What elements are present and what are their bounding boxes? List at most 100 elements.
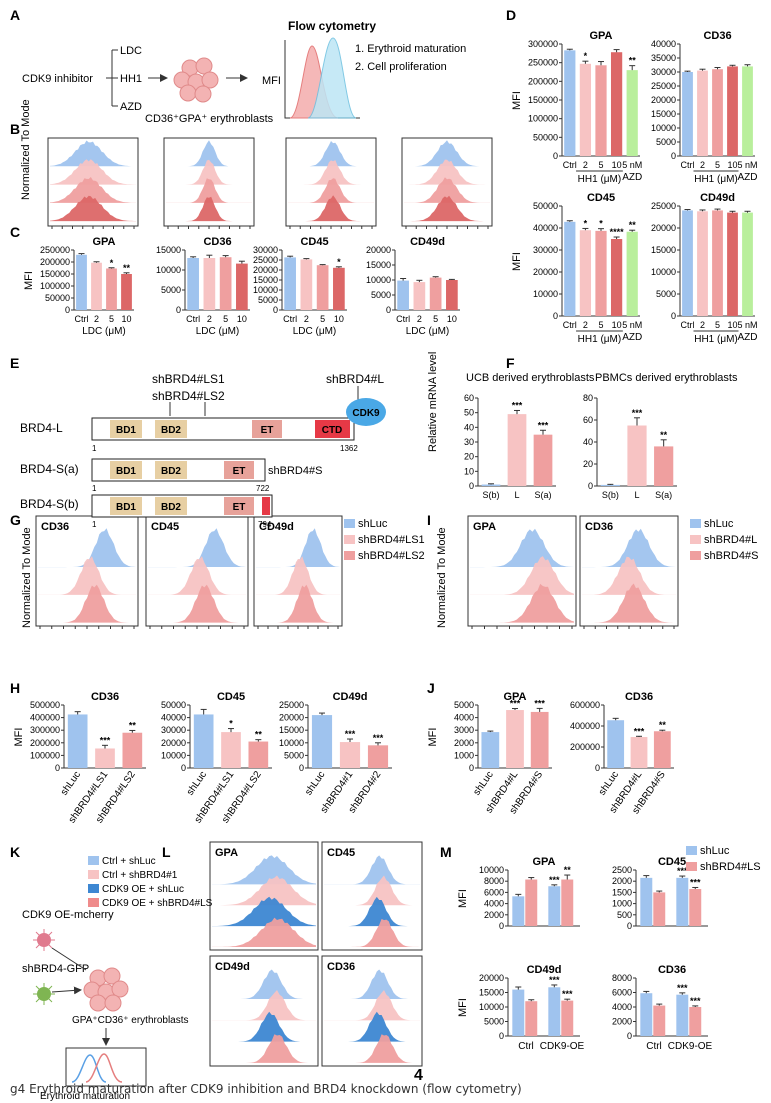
panel-e-label: E [10, 355, 19, 371]
significance-label: ** [564, 865, 572, 875]
x-axis-label: HH1 (μM) [578, 334, 622, 345]
panel-g-ylabel: Normalized To Mode [21, 527, 33, 628]
chart-title: CD45 [300, 236, 328, 248]
bar [219, 257, 232, 310]
y-tick-label: 5000 [284, 750, 304, 760]
category-label: 2 [417, 314, 422, 324]
category-label: 2 [700, 160, 705, 170]
panel-m-label: M [440, 844, 452, 860]
y-tick-label: 20000 [533, 267, 558, 277]
y-tick-label: 4000 [454, 713, 474, 723]
chart-c-cd49d: 0 5000 10000 15000 20000 CD49d Ctrl 2 5 10 LDC (μM… [366, 236, 460, 337]
bar [95, 748, 115, 768]
significance-label: *** [549, 875, 560, 885]
bar [600, 484, 620, 486]
histogram-trace [470, 583, 574, 623]
y-tick-label: 40000 [651, 39, 676, 49]
bar [67, 714, 88, 768]
bar [653, 731, 671, 768]
x-axis-label: LDC (μM) [293, 326, 337, 337]
histogram-trace [288, 195, 374, 222]
y-tick-label: 35000 [651, 53, 676, 63]
legend-i-s: shBRD4#S [704, 550, 758, 562]
x-axis-label: LDC (μM) [406, 326, 450, 337]
chart-m-cd36: 0 2000 4000 6000 8000 CD36 Ctrl ****** CDK9-OE [612, 964, 713, 1052]
y-axis-label: MFI [457, 998, 469, 1017]
category-label: 5 [715, 320, 720, 330]
bd1-text-sa: BD1 [116, 466, 136, 477]
histogram-trace [324, 896, 420, 927]
y-tick-label: 5000 [484, 1017, 504, 1027]
chart-d-gpa: 0 50000 100000 150000 200000 250000 300000 GPA M… [511, 30, 642, 185]
category-label: S(b) [602, 490, 619, 500]
bar [626, 70, 638, 156]
bar [727, 212, 738, 316]
panel-f-label: F [506, 355, 515, 371]
y-tick-label: 15000 [156, 245, 181, 255]
significance-label: * [229, 719, 233, 729]
panel-i-histogram-1: CD36 [579, 515, 679, 629]
y-tick-label: 20000 [161, 738, 186, 748]
significance-label: *** [677, 866, 688, 876]
y-tick-label: 20000 [651, 95, 676, 105]
bar [446, 280, 458, 310]
histogram-trace [324, 990, 420, 1021]
y-tick-label: 10000 [479, 1002, 504, 1012]
category-label: 5 [715, 160, 720, 170]
y-tick-label: 400000 [30, 713, 60, 723]
panel-l-histogram-2: CD49d [209, 955, 319, 1067]
chart-title: GPA [92, 236, 115, 248]
category-label: 5 nM [737, 320, 757, 330]
inhibitor-label: CDK9 inhibitor [22, 73, 93, 85]
chart-title: CD45 [217, 691, 245, 703]
y-tick-label: 2000 [612, 1017, 632, 1027]
histogram-trace [404, 195, 490, 222]
legend-i-luc: shLuc [704, 518, 734, 530]
category-label: 10 [612, 160, 622, 170]
bar [236, 263, 248, 310]
cdk9-text: CDK9 [352, 408, 380, 419]
bar [712, 210, 723, 316]
bar [742, 212, 753, 316]
y-tick-label: 80 [583, 393, 593, 403]
chart-h-cd36: 0 100000 200000 300000 400000 500000 CD36 MFI sh… [13, 691, 146, 825]
k-readout-label: Erythroid maturation [40, 1091, 130, 1102]
erythroblast-cluster-icon [173, 57, 219, 103]
chart-title: CD49d [410, 236, 445, 248]
x-axis-label: LDC (μM) [196, 326, 240, 337]
marker-label: CD49d [215, 961, 250, 973]
bar [682, 72, 693, 156]
histogram-trace [288, 160, 374, 185]
chart-title: CD45 [658, 856, 686, 868]
chart-d-cd49d: 0 5000 10000 15000 20000 25000 CD49d Ctrl 2 5 10 5 … [651, 192, 758, 345]
brd4-l-end: 1362 [340, 444, 358, 453]
category-label: 10 [727, 160, 737, 170]
bar [630, 737, 648, 768]
panel-g-histogram-2: CD49d [253, 515, 343, 629]
chart-title: CD36 [91, 691, 119, 703]
bar [316, 265, 329, 310]
histogram-trace [256, 584, 340, 623]
panel-i-label: I [427, 512, 431, 528]
bar [676, 994, 689, 1036]
chart-title: CD49d [333, 691, 368, 703]
histogram-trace [212, 1034, 316, 1063]
panel-b-label: B [10, 121, 20, 137]
et-text-sb: ET [233, 502, 246, 513]
y-tick-label: 200000 [40, 257, 70, 267]
legend-k-1: Ctrl + shBRD4#1 [102, 870, 178, 881]
y-tick-label: 0 [469, 763, 474, 773]
category-label: Ctrl [681, 160, 695, 170]
significance-label: *** [512, 400, 523, 410]
histogram-trace [404, 159, 490, 185]
category-label: 10 [727, 320, 737, 330]
y-tick-label: 5000 [161, 285, 181, 295]
chart-title: CD36 [203, 236, 231, 248]
histogram-trace [582, 556, 676, 595]
significance-label: *** [632, 408, 643, 418]
marker-label: CD49d [259, 521, 294, 533]
y-tick-label: 5000 [258, 295, 278, 305]
y-tick-label: 1000 [612, 899, 632, 909]
